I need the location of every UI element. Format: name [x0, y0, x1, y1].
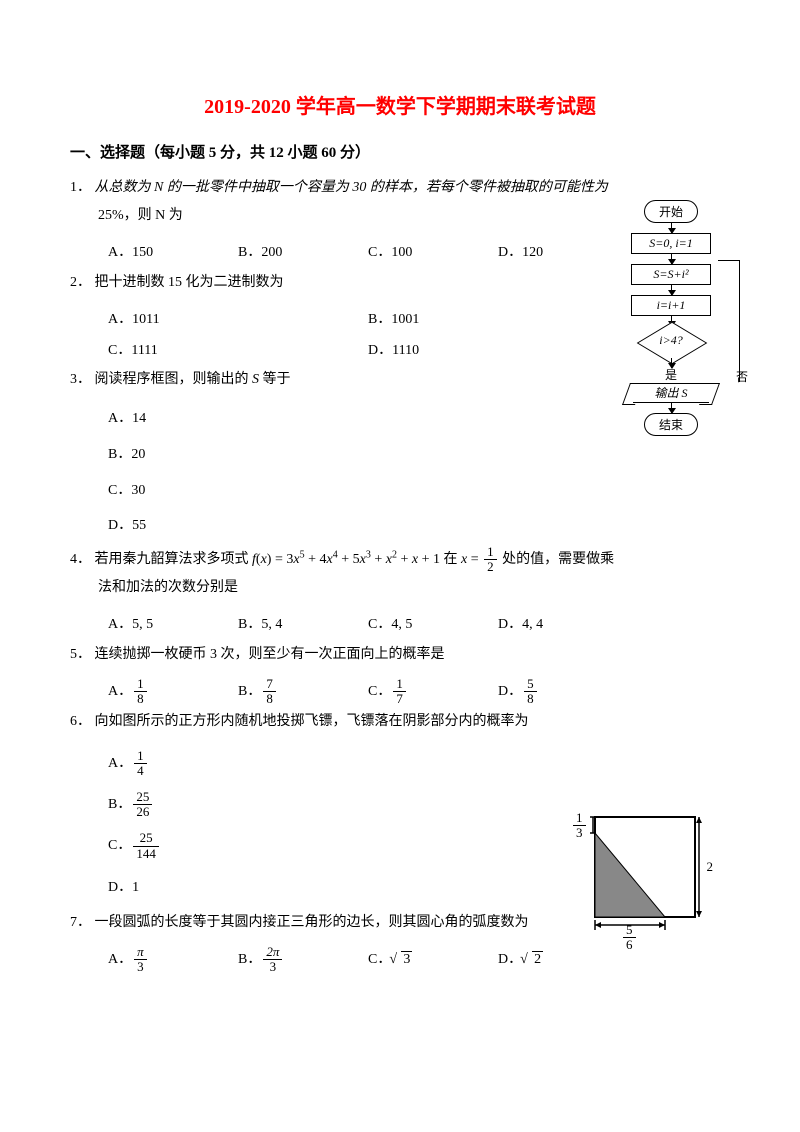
question-4: 4． 若用秦九韶算法求多项式 f(x) = 3x5 + 4x4 + 5x3 + … [70, 545, 730, 603]
arrow-icon [671, 254, 672, 264]
q1-num: 1． [70, 180, 91, 195]
section-header: 一、选择题（每小题 5 分，共 12 小题 60 分） [70, 141, 730, 162]
arrow-icon [671, 358, 672, 368]
q5-choice-b: B．78 [238, 677, 368, 708]
q2-choice-a: A．1011 [108, 305, 368, 336]
q6-num: 6． [70, 714, 91, 729]
q4-choices: A．5, 5 B．5, 4 C．4, 5 D．4, 4 [70, 610, 730, 641]
q4-choice-c: C．4, 5 [368, 610, 498, 641]
square-diagram-icon [565, 805, 715, 941]
q7-choice-c: C．3 [368, 945, 498, 976]
q3-choice-b: B．20 [108, 438, 730, 472]
flowchart-output: 输出 S [633, 383, 709, 403]
q3-choice-d: D．55 [108, 509, 730, 543]
q7-choice-a: A．π3 [108, 945, 238, 976]
flowchart-diagram: 开始 S=0, i=1 S=S+i² i=i+1 i>4? 否 是 输出 S 结… [612, 200, 730, 436]
fig-label-top: 13 [571, 811, 588, 841]
q5-choice-c: C．17 [368, 677, 498, 708]
q4-num: 4． [70, 552, 91, 567]
flowchart-init: S=0, i=1 [631, 233, 711, 254]
q1-text-1: 从总数为 N 的一批零件中抽取一个容量为 30 的样本，若每个零件被抽取的可能性… [95, 180, 608, 195]
flowchart-step2: i=i+1 [631, 295, 711, 316]
q4-choice-a: A．5, 5 [108, 610, 238, 641]
q5-text: 连续抛掷一枚硬币 3 次，则至少有一次正面向上的概率是 [95, 647, 445, 662]
q1-choice-a: A．150 [108, 238, 238, 269]
q5-choice-d: D．58 [498, 677, 628, 708]
q7-num: 7． [70, 915, 91, 930]
fig-label-bottom: 56 [621, 923, 638, 953]
flowchart-condition: i>4? [643, 326, 699, 358]
q2-num: 2． [70, 275, 91, 290]
q5-choices: A．18 B．78 C．17 D．58 [70, 677, 730, 708]
q5-num: 5． [70, 647, 91, 662]
arrow-icon [671, 403, 672, 413]
q2-choice-d: D．1110 [368, 336, 628, 367]
arrow-icon [671, 223, 672, 233]
arrow-icon [671, 285, 672, 295]
q6-choice-a: A．14 [108, 744, 730, 783]
q1-choice-b: B．200 [238, 238, 368, 269]
flowchart-no-label: 否 [736, 368, 748, 385]
flowchart-start: 开始 [644, 200, 698, 223]
q4-text-2: 法和加法的次数分别是 [70, 574, 730, 602]
question-6: 6． 向如图所示的正方形内随机地投掷飞镖，飞镖落在阴影部分内的概率为 [70, 708, 730, 736]
fig-label-right: 2 [707, 859, 714, 875]
q2-choice-c: C．1111 [108, 336, 368, 367]
q6-text: 向如图所示的正方形内随机地投掷飞镖，飞镖落在阴影部分内的概率为 [95, 714, 529, 729]
q7-text: 一段圆弧的长度等于其圆内接正三角形的边长，则其圆心角的弧度数为 [95, 915, 529, 930]
q3-num: 3． [70, 372, 91, 387]
exam-page: 2019-2020 学年高一数学下学期期末联考试题 一、选择题（每小题 5 分，… [0, 0, 800, 1016]
question-5: 5． 连续抛掷一枚硬币 3 次，则至少有一次正面向上的概率是 [70, 641, 730, 669]
q1-choice-d: D．120 [498, 238, 628, 269]
q4-choice-d: D．4, 4 [498, 610, 628, 641]
q4-choice-b: B．5, 4 [238, 610, 368, 641]
flowchart-loop-line [718, 260, 740, 382]
q3-choice-c: C．30 [108, 474, 730, 508]
q7-choice-b: B．2π3 [238, 945, 368, 976]
flowchart-end: 结束 [644, 413, 698, 436]
q4-text: 若用秦九韶算法求多项式 f(x) = 3x5 + 4x4 + 5x3 + x2 … [95, 552, 615, 567]
q7-choice-d: D．2 [498, 945, 628, 976]
page-title: 2019-2020 学年高一数学下学期期末联考试题 [70, 90, 730, 119]
q2-text: 把十进制数 15 化为二进制数为 [95, 275, 284, 290]
q1-choice-c: C．100 [368, 238, 498, 269]
q6-figure: 13 2 56 [565, 805, 715, 941]
q3-text: 阅读程序框图，则输出的 S 等于 [95, 372, 291, 387]
flowchart-step1: S=S+i² [631, 264, 711, 285]
q2-choice-b: B．1001 [368, 305, 628, 336]
q5-choice-a: A．18 [108, 677, 238, 708]
